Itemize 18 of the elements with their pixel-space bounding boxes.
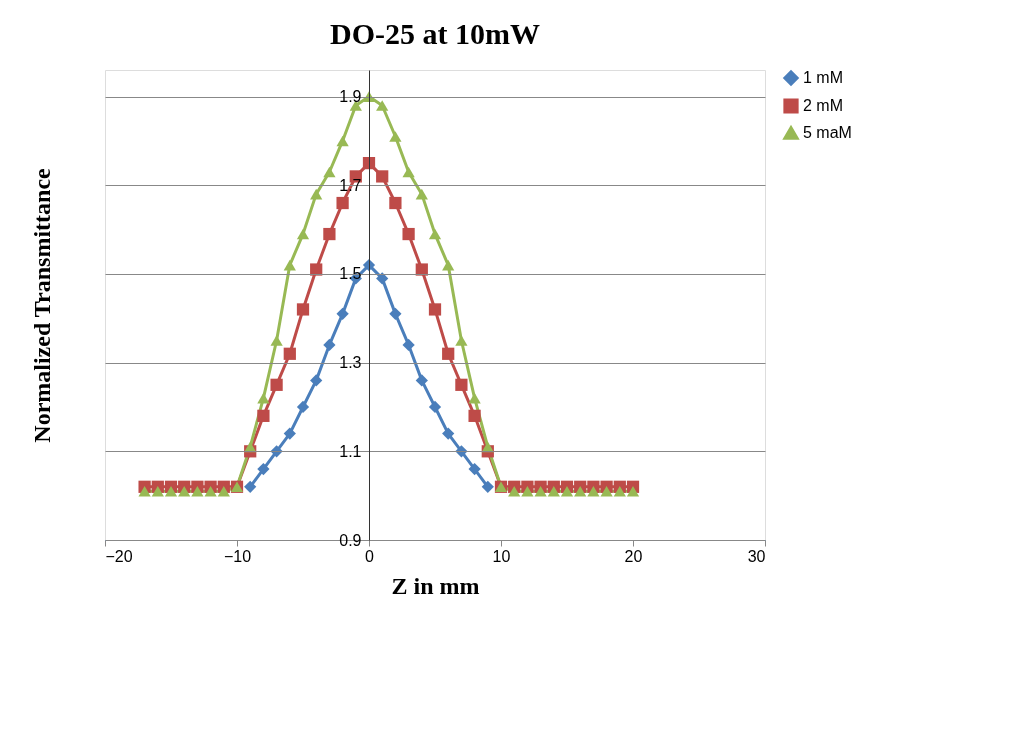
legend-label: 1 mM — [803, 69, 843, 86]
x-tick-label: 0 — [365, 547, 375, 565]
x-tick-label: −10 — [223, 547, 252, 565]
y-tick-label: 1.1 — [339, 442, 362, 460]
x-tick-label: −20 — [105, 547, 133, 565]
legend-label: 2 mM — [803, 97, 843, 114]
y-tick-label: 1.9 — [339, 88, 362, 106]
y-tick-label: 1.3 — [339, 354, 362, 372]
y-tick-label: 0.9 — [339, 531, 362, 549]
x-tick-label: 30 — [747, 547, 766, 565]
x-tick-label: 10 — [492, 547, 511, 565]
x-tick-label: 20 — [624, 547, 643, 565]
y-tick-label: 1.7 — [339, 176, 362, 194]
y-tick-label: 1.5 — [339, 265, 362, 283]
x-axis-title: Z in mm — [391, 572, 480, 599]
y-axis-title: Normalized Transmittance — [29, 167, 56, 443]
legend-label: 5 maM — [803, 124, 852, 141]
chart-title: DO-25 at 10mW — [330, 17, 540, 50]
